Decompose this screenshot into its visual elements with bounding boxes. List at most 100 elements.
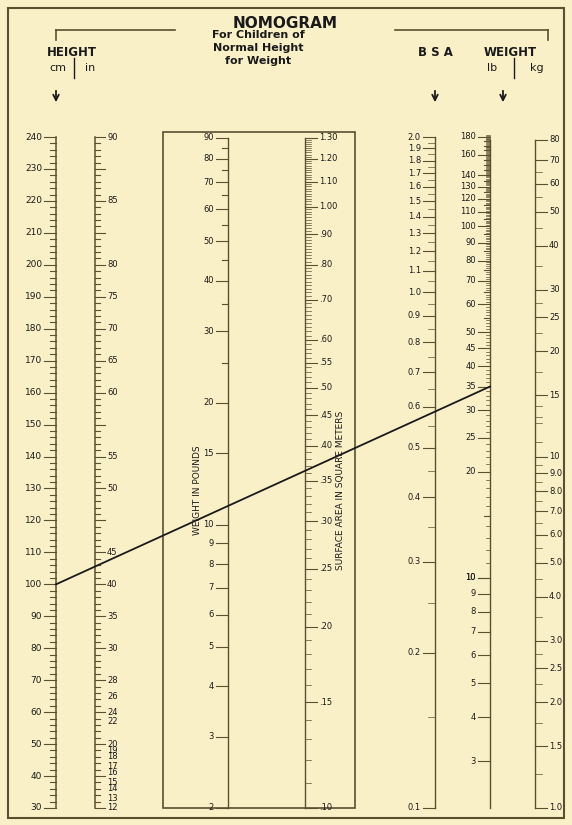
- Text: 60: 60: [549, 179, 559, 188]
- Text: 15: 15: [549, 391, 559, 399]
- Text: 60: 60: [107, 388, 118, 397]
- Text: 130: 130: [460, 182, 476, 191]
- Text: HEIGHT: HEIGHT: [47, 45, 97, 59]
- Text: 26: 26: [107, 691, 118, 700]
- Text: 16: 16: [107, 768, 118, 777]
- Text: 170: 170: [25, 356, 42, 365]
- Text: 14: 14: [107, 785, 117, 794]
- Text: 3: 3: [471, 757, 476, 766]
- Text: lb: lb: [487, 63, 497, 73]
- Text: 40: 40: [204, 276, 214, 285]
- Text: 70: 70: [30, 676, 42, 685]
- Text: 1.0: 1.0: [408, 288, 421, 297]
- Text: 0.2: 0.2: [408, 648, 421, 658]
- Text: .20: .20: [319, 622, 332, 631]
- Text: 1.5: 1.5: [549, 742, 562, 751]
- Text: 6: 6: [471, 651, 476, 660]
- Text: WEIGHT: WEIGHT: [483, 45, 537, 59]
- Text: 35: 35: [107, 612, 118, 620]
- Text: 10: 10: [204, 521, 214, 529]
- Text: 70: 70: [466, 276, 476, 285]
- Text: 85: 85: [107, 196, 118, 205]
- Text: 0.7: 0.7: [408, 368, 421, 377]
- Text: 4: 4: [471, 713, 476, 722]
- Text: 1.3: 1.3: [408, 229, 421, 238]
- Text: WEIGHT IN POUNDS: WEIGHT IN POUNDS: [193, 446, 202, 535]
- Text: 0.8: 0.8: [408, 337, 421, 346]
- Text: 19: 19: [107, 746, 117, 755]
- Text: 130: 130: [25, 484, 42, 493]
- Text: 1.7: 1.7: [408, 169, 421, 178]
- Text: .70: .70: [319, 295, 332, 304]
- Text: kg: kg: [530, 63, 544, 73]
- Text: 90: 90: [466, 238, 476, 247]
- Text: 140: 140: [25, 452, 42, 461]
- Text: 2.5: 2.5: [549, 664, 562, 673]
- Text: .90: .90: [319, 229, 332, 238]
- Text: 9: 9: [209, 539, 214, 548]
- Text: NOMOGRAM: NOMOGRAM: [232, 16, 337, 31]
- Text: .30: .30: [319, 516, 332, 526]
- Text: 6.0: 6.0: [549, 530, 562, 540]
- Text: 160: 160: [460, 150, 476, 159]
- Text: 0.9: 0.9: [408, 311, 421, 320]
- Text: 40: 40: [549, 241, 559, 250]
- Text: 140: 140: [460, 171, 476, 180]
- Text: 5: 5: [471, 679, 476, 688]
- Text: 0.6: 0.6: [408, 402, 421, 411]
- Text: .25: .25: [319, 564, 332, 573]
- Text: 240: 240: [25, 133, 42, 142]
- Text: in: in: [85, 63, 95, 73]
- Text: 5.0: 5.0: [549, 559, 562, 567]
- Text: 30: 30: [30, 804, 42, 813]
- Text: B S A: B S A: [418, 45, 452, 59]
- Text: 50: 50: [30, 739, 42, 748]
- Text: 7: 7: [471, 627, 476, 636]
- Text: 100: 100: [25, 580, 42, 589]
- Text: 1.30: 1.30: [319, 134, 337, 143]
- Text: 110: 110: [460, 207, 476, 216]
- Text: 15: 15: [204, 449, 214, 458]
- Text: 75: 75: [107, 292, 118, 301]
- Text: 10: 10: [466, 573, 476, 582]
- Text: 7: 7: [209, 583, 214, 592]
- Text: 15: 15: [107, 778, 117, 787]
- Text: 50: 50: [204, 237, 214, 246]
- Text: .55: .55: [319, 358, 332, 367]
- Text: 210: 210: [25, 229, 42, 238]
- Text: For Children of
Normal Height
for Weight: For Children of Normal Height for Weight: [212, 30, 304, 66]
- Text: 0.3: 0.3: [408, 558, 421, 567]
- Text: 180: 180: [25, 324, 42, 333]
- Text: 22: 22: [107, 717, 117, 726]
- Text: 45: 45: [466, 344, 476, 353]
- Text: 80: 80: [30, 644, 42, 653]
- Text: 190: 190: [25, 292, 42, 301]
- Text: 20: 20: [204, 398, 214, 408]
- Text: 4: 4: [209, 681, 214, 691]
- Text: 60: 60: [466, 299, 476, 309]
- Text: 1.10: 1.10: [319, 177, 337, 186]
- Text: 90: 90: [204, 134, 214, 143]
- Text: 1.2: 1.2: [408, 247, 421, 256]
- Text: 80: 80: [466, 256, 476, 265]
- Text: 1.0: 1.0: [549, 804, 562, 813]
- Text: 70: 70: [204, 177, 214, 186]
- Text: 80: 80: [204, 154, 214, 163]
- Text: 230: 230: [25, 164, 42, 173]
- Text: cm: cm: [50, 63, 66, 73]
- Text: 1.9: 1.9: [408, 144, 421, 153]
- Text: 120: 120: [460, 194, 476, 203]
- Text: 30: 30: [107, 644, 118, 653]
- Text: 40: 40: [107, 580, 117, 589]
- Text: SURFACE AREA IN SQUARE METERS: SURFACE AREA IN SQUARE METERS: [336, 410, 344, 569]
- Text: 10: 10: [466, 573, 476, 582]
- Text: 30: 30: [204, 327, 214, 336]
- Text: 8: 8: [209, 559, 214, 568]
- Text: 0.1: 0.1: [408, 804, 421, 813]
- Text: 9: 9: [471, 589, 476, 598]
- Text: 50: 50: [549, 207, 559, 216]
- Text: 4.0: 4.0: [549, 592, 562, 601]
- Text: 150: 150: [25, 420, 42, 429]
- Text: 55: 55: [107, 452, 117, 461]
- Text: 90: 90: [107, 133, 117, 142]
